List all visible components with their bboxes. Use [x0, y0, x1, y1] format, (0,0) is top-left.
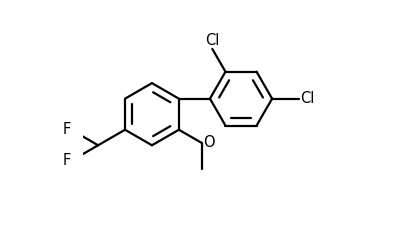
Text: F: F — [63, 122, 71, 137]
Text: Cl: Cl — [205, 33, 219, 48]
Text: Cl: Cl — [300, 91, 314, 106]
Text: F: F — [63, 153, 71, 168]
Text: O: O — [203, 135, 215, 151]
